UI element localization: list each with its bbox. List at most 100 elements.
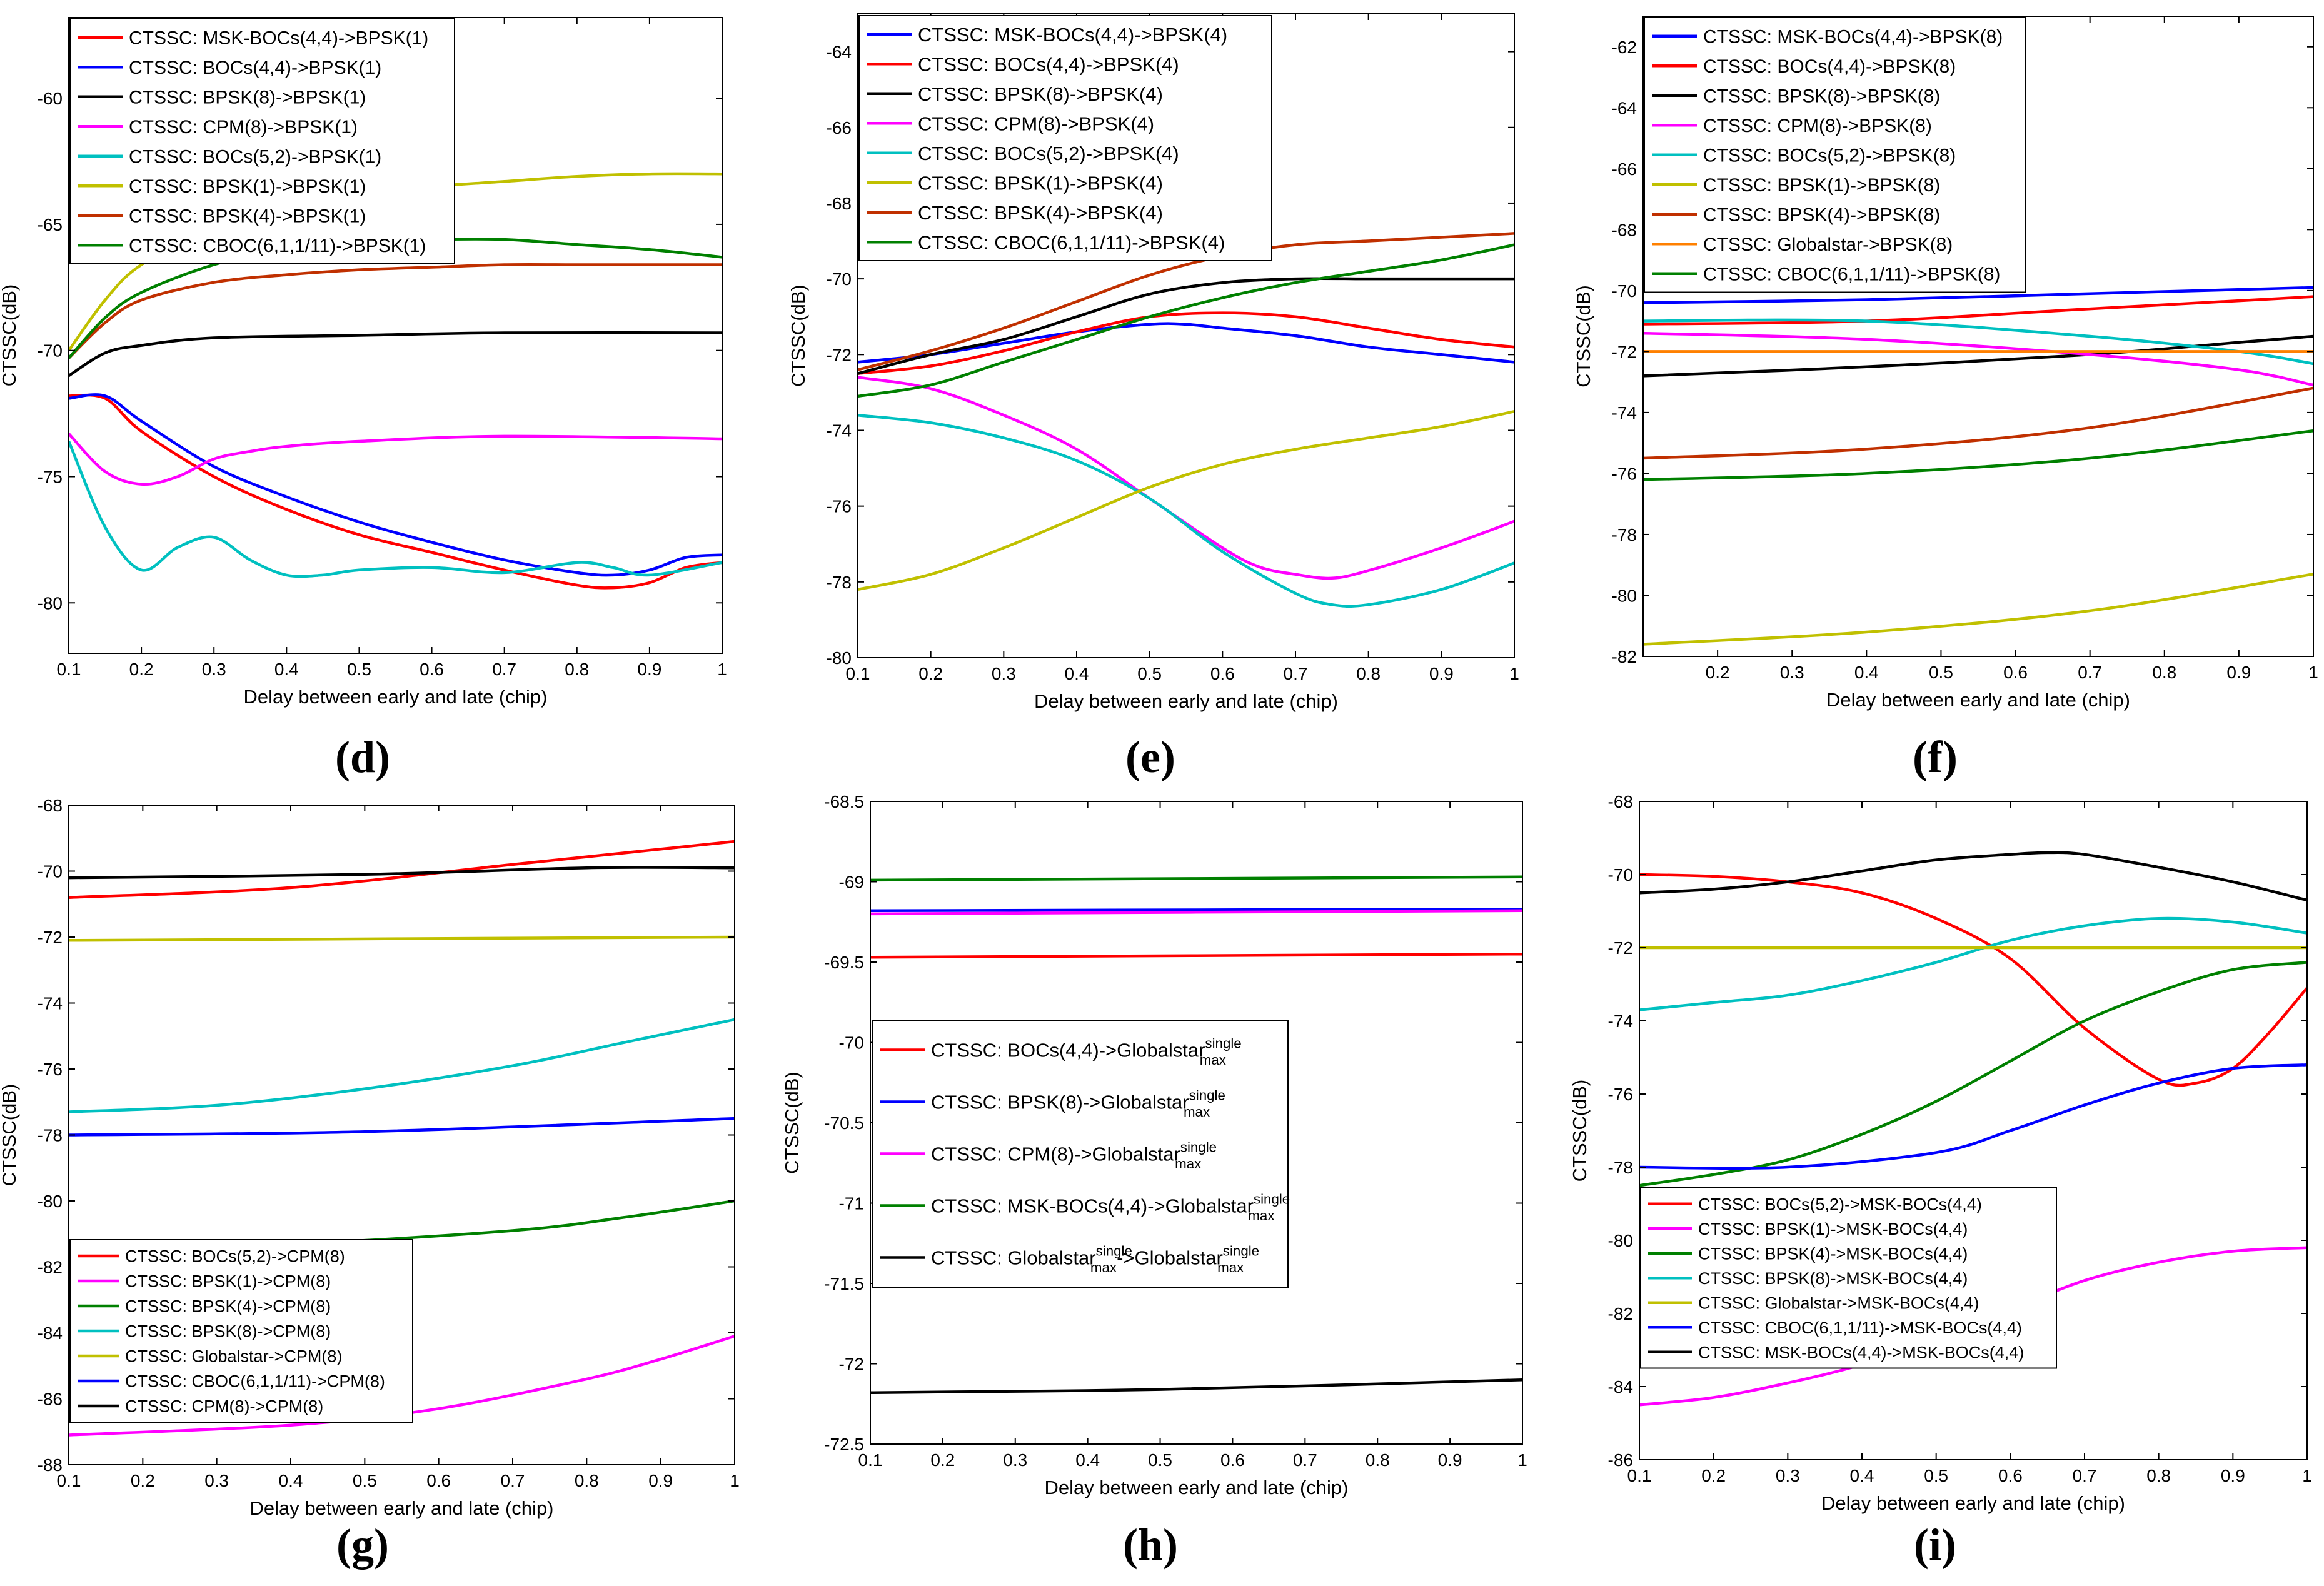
- series-line-d-0: [69, 393, 722, 590]
- x-tick-label: 0.2: [1701, 1466, 1726, 1485]
- series-line-f-6: [1643, 386, 2313, 460]
- x-tick-label: 0.8: [575, 1471, 599, 1490]
- legend-entry-i-5: CTSSC: CBOC(6,1,1/11)->MSK-BOCs(4,4): [1698, 1318, 2022, 1337]
- series-line-i-6: [1639, 851, 2307, 902]
- x-tick-label: 0.5: [1924, 1466, 1948, 1485]
- legend-entry-f-0: CTSSC: MSK-BOCs(4,4)->BPSK(8): [1703, 27, 2003, 48]
- chart-panel-h: 0.1 0.2 0.3 0.4 0.5 0.6 0.7 0.8 0.9 1 -68.5 -69 -69.…: [775, 788, 1551, 1507]
- x-tick-label: 1: [730, 1471, 740, 1490]
- series-lines: [858, 232, 1514, 608]
- legend: CTSSC: BOCs(5,2)->CPM(8) CTSSC: BPSK(1)->…: [69, 1239, 413, 1423]
- x-tick-label: 0.2: [918, 664, 943, 683]
- series-line-d-2: [69, 331, 722, 378]
- chart-panel-e: 0.1 0.2 0.3 0.4 0.5 0.6 0.7 0.8 0.9 1 -64 -66 -68 -70…: [775, 0, 1551, 719]
- series-line-i-3: [1639, 916, 2307, 1011]
- series-line-h-0: [870, 952, 1522, 959]
- caption-f-letter: f: [1928, 732, 1943, 782]
- chart-panel-g: 0.1 0.2 0.3 0.4 0.5 0.6 0.7 0.8 0.9 1 -68 -70 -72 -74…: [0, 788, 775, 1519]
- x-tick-label: 0.8: [1366, 1450, 1390, 1470]
- caption-h-letter: h: [1137, 1520, 1164, 1570]
- y-tick-label: -74: [38, 994, 63, 1013]
- series-line-d-1: [69, 393, 722, 577]
- series-line-f-4: [1643, 318, 2313, 366]
- series-line-f-1: [1643, 295, 2313, 326]
- x-axis-label: Delay between early and late (chip): [244, 686, 548, 708]
- y-tick-label: -64: [1612, 98, 1637, 118]
- legend-entry-h-1: CTSSC: BPSK(8)->Globalstarsingle max: [931, 1088, 1225, 1120]
- y-tick-label: -84: [38, 1323, 63, 1343]
- y-tick-label: -64: [827, 43, 852, 62]
- x-tick-label: 0.5: [1148, 1450, 1172, 1470]
- y-tick-label: -72.5: [824, 1435, 864, 1454]
- legend-entry-h-0: CTSSC: BOCs(4,4)->Globalstarsingle max: [931, 1036, 1242, 1068]
- series-line-e-2: [858, 277, 1514, 375]
- chart-panel-d: 0.1 0.2 0.3 0.4 0.5 0.6 0.7 0.8 0.9 1 -60 -65 -70 -75…: [0, 0, 775, 719]
- legend-entry-e-6: CTSSC: BPSK(4)->BPSK(4): [918, 202, 1163, 224]
- x-tick-label: 0.8: [2146, 1466, 2171, 1485]
- chart-f: 0.2 0.3 0.4 0.5 0.6 0.7 0.8 0.9 1 -62 -64 -66 -68 -70…: [1572, 16, 2318, 711]
- legend-entry-i-3: CTSSC: BPSK(8)->MSK-BOCs(4,4): [1698, 1269, 1968, 1288]
- series-line-g-0: [69, 840, 735, 899]
- x-tick-label: 0.8: [2152, 663, 2176, 682]
- legend-entry-i-4: CTSSC: Globalstar->MSK-BOCs(4,4): [1698, 1293, 1979, 1312]
- y-axis-label: CTSSC(dB): [0, 1084, 20, 1187]
- series-line-d-3: [69, 433, 722, 486]
- legend: CTSSC: BOCs(4,4)->Globalstarsingle max CTS…: [872, 1020, 1290, 1288]
- legend-entry-f-1: CTSSC: BOCs(4,4)->BPSK(8): [1703, 56, 1956, 77]
- y-tick-label: -70: [827, 269, 852, 289]
- legend-entry-d-0: CTSSC: MSK-BOCs(4,4)->BPSK(1): [129, 28, 428, 49]
- y-tick-label: -78: [827, 573, 852, 592]
- legend-box: [1644, 17, 2026, 293]
- legend-entry-g-3: CTSSC: BPSK(8)->CPM(8): [125, 1322, 331, 1341]
- series-line-d-4: [69, 441, 722, 578]
- x-tick-label: 0.1: [57, 1471, 81, 1490]
- x-tick-label: 0.5: [353, 1471, 377, 1490]
- y-tick-label: -70: [38, 862, 63, 881]
- series-line-f-8: [1643, 429, 2313, 481]
- legend-entry-f-4: CTSSC: BOCs(5,2)->BPSK(8): [1703, 146, 1956, 166]
- y-tick-label: -62: [1612, 38, 1637, 57]
- x-tick-label: 0.9: [2221, 1466, 2245, 1485]
- y-tick-label: -65: [38, 215, 63, 234]
- x-tick-label: 1: [2308, 663, 2318, 682]
- legend-entry-f-6: CTSSC: BPSK(4)->BPSK(8): [1703, 205, 1940, 226]
- x-tick-label: 0.4: [274, 660, 299, 679]
- y-tick-label: -82: [1608, 1304, 1633, 1323]
- legend-entry-e-7: CTSSC: CBOC(6,1,1/11)->BPSK(4): [918, 231, 1225, 253]
- x-tick-label: 0.3: [1780, 663, 1804, 682]
- series-line-i-0: [1639, 873, 2307, 1087]
- y-axis-label: CTSSC(dB): [1569, 1080, 1591, 1182]
- x-tick-label: 0.3: [1003, 1450, 1027, 1470]
- y-tick-label: -86: [1608, 1450, 1633, 1470]
- y-tick-label: -84: [1608, 1377, 1633, 1397]
- y-tick-label: -82: [38, 1258, 63, 1277]
- legend-entry-f-3: CTSSC: CPM(8)->BPSK(8): [1703, 116, 1932, 136]
- series-line-g-3: [69, 1018, 735, 1113]
- legend-entry-g-6: CTSSC: CPM(8)->CPM(8): [125, 1397, 323, 1416]
- y-tick-label: -75: [38, 468, 63, 487]
- y-tick-label: -68: [1612, 220, 1637, 239]
- series-line-h-4: [870, 1378, 1522, 1395]
- chart-panel-f: 0.2 0.3 0.4 0.5 0.6 0.7 0.8 0.9 1 -62 -64 -66 -68 -70…: [1551, 0, 2324, 719]
- legend-entry-f-8: CTSSC: CBOC(6,1,1/11)->BPSK(8): [1703, 264, 2000, 285]
- series-line-f-0: [1643, 286, 2313, 304]
- legend-entry-h-2: CTSSC: CPM(8)->Globalstarsingle max: [931, 1140, 1217, 1172]
- y-tick-label: -76: [827, 497, 852, 516]
- y-tick-label: -70.5: [824, 1113, 864, 1133]
- x-tick-label: 0.7: [1293, 1450, 1317, 1470]
- series-line-d-6: [69, 263, 722, 359]
- caption-g: (g): [336, 1520, 389, 1570]
- x-tick-label: 0.1: [846, 664, 870, 683]
- y-tick-label: -72: [839, 1355, 864, 1374]
- y-tick-label: -71.5: [824, 1274, 864, 1293]
- x-tick-label: 0.4: [1854, 663, 1879, 682]
- legend-entry-h-3: CTSSC: MSK-BOCs(4,4)->Globalstarsingle ma…: [931, 1192, 1290, 1223]
- legend-entry-i-1: CTSSC: BPSK(1)->MSK-BOCs(4,4): [1698, 1220, 1968, 1238]
- x-tick-label: 0.9: [1429, 664, 1454, 683]
- series-line-e-3: [858, 376, 1514, 580]
- y-tick-label: -86: [38, 1390, 63, 1409]
- x-tick-label: 0.6: [1998, 1466, 2023, 1485]
- legend-entry-g-1: CTSSC: BPSK(1)->CPM(8): [125, 1272, 331, 1291]
- caption-e-letter: e: [1140, 732, 1160, 782]
- series-lines: [1643, 286, 2313, 646]
